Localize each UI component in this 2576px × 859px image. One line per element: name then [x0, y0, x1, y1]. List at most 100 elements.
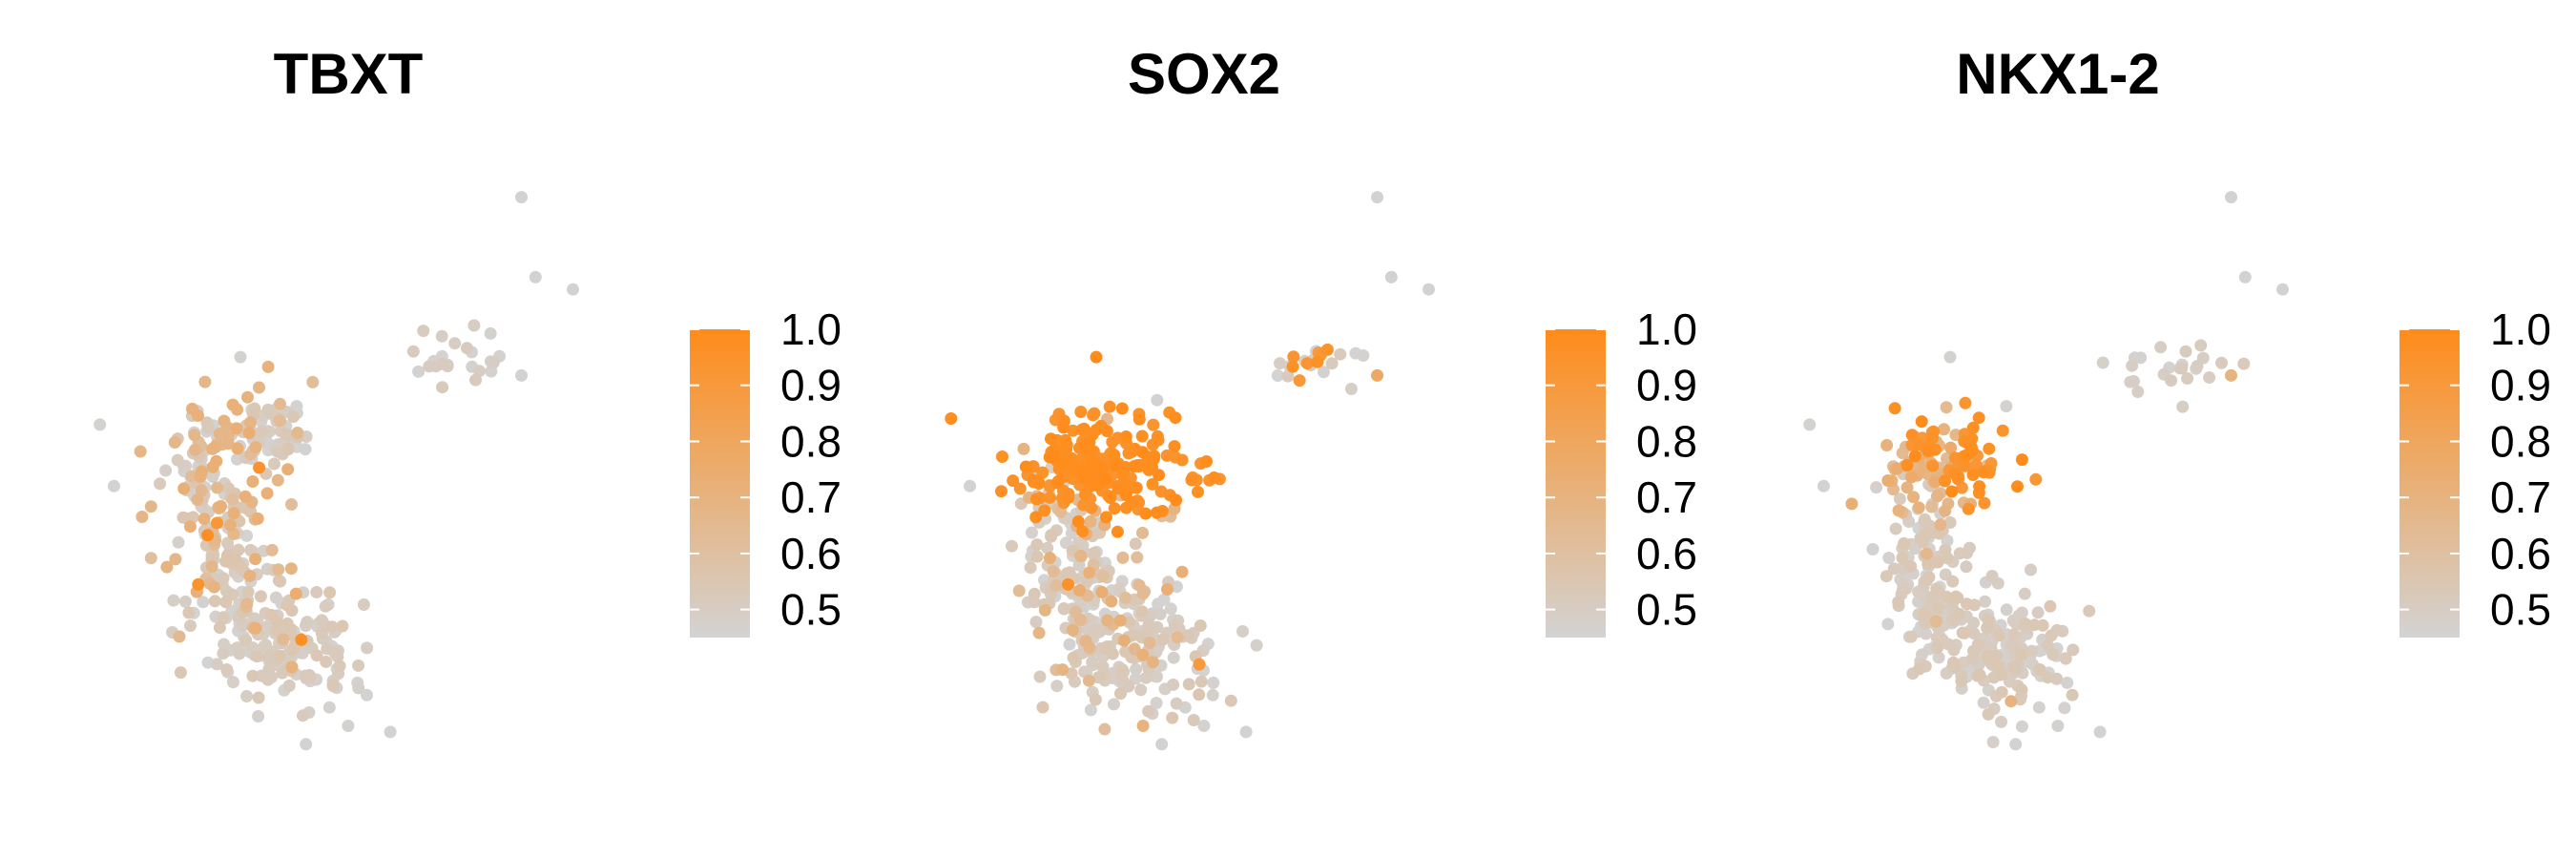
- data-point: [1892, 596, 1905, 609]
- data-point: [1904, 559, 1918, 573]
- data-point: [1384, 270, 1398, 283]
- data-point: [1287, 350, 1300, 364]
- data-point: [239, 490, 252, 503]
- data-point: [272, 574, 285, 587]
- data-point: [1152, 597, 1165, 611]
- data-point: [246, 669, 260, 682]
- data-point: [300, 738, 313, 751]
- data-point: [192, 577, 205, 591]
- data-point: [1119, 489, 1132, 502]
- data-point: [1050, 680, 1064, 693]
- data-point: [323, 586, 337, 599]
- data-point: [1208, 471, 1221, 484]
- colorbar: 0.5 0.6 0.70.8 0.9 1.0: [2399, 304, 2551, 638]
- data-point: [1928, 475, 1942, 489]
- data-point: [1939, 474, 1951, 488]
- data-point: [2019, 618, 2032, 630]
- data-point: [1207, 676, 1220, 689]
- scatter-points: [945, 191, 1435, 751]
- data-point: [2009, 738, 2023, 751]
- colorbar-gradient: [1546, 329, 1606, 638]
- data-point: [177, 482, 191, 495]
- data-point: [1112, 582, 1126, 596]
- data-point: [1931, 555, 1944, 569]
- panel-sox2: SOX2 0.5 0.6 0.70.8 0.9 1.0: [945, 42, 1697, 751]
- data-point: [1030, 550, 1044, 563]
- data-point: [240, 690, 254, 702]
- data-point: [2025, 644, 2039, 658]
- data-point: [1108, 449, 1121, 462]
- data-point: [284, 562, 298, 576]
- data-point: [1047, 450, 1060, 464]
- data-point: [1907, 491, 1920, 504]
- colorbar-tick-label: 1.0: [1636, 304, 1697, 354]
- data-point: [1017, 442, 1030, 455]
- data-point: [1966, 652, 1980, 665]
- data-point: [271, 473, 284, 487]
- data-point: [211, 481, 224, 494]
- data-point: [253, 381, 265, 394]
- data-point: [1881, 474, 1895, 487]
- data-point: [1224, 694, 1237, 707]
- data-point: [198, 375, 212, 388]
- data-point: [1036, 701, 1049, 714]
- data-point: [1142, 704, 1155, 718]
- data-point: [192, 409, 204, 422]
- data-point: [208, 595, 221, 608]
- data-point: [1946, 656, 1960, 669]
- data-point: [1110, 459, 1123, 472]
- data-point: [1922, 445, 1935, 458]
- data-point: [1047, 565, 1060, 578]
- data-point: [1057, 421, 1070, 434]
- data-point: [174, 666, 187, 680]
- data-point: [1887, 562, 1901, 576]
- data-point: [2005, 695, 2018, 708]
- data-point: [281, 442, 295, 455]
- data-point: [320, 655, 333, 668]
- data-point: [2181, 372, 2194, 385]
- data-point: [1091, 671, 1105, 684]
- data-point: [1317, 366, 1330, 379]
- data-point: [1940, 401, 1953, 414]
- data-point: [1168, 440, 1181, 453]
- data-point: [249, 441, 262, 454]
- data-point: [200, 416, 214, 430]
- data-point: [1949, 590, 1963, 603]
- data-point: [1038, 603, 1051, 617]
- data-point: [1038, 504, 1051, 517]
- data-point: [210, 454, 223, 468]
- data-point: [2041, 671, 2054, 684]
- data-point: [1170, 697, 1183, 710]
- data-point: [357, 598, 370, 611]
- data-point: [1311, 355, 1324, 368]
- data-point: [1943, 350, 1957, 364]
- data-point: [1870, 481, 1883, 494]
- data-point: [2058, 702, 2071, 715]
- data-point: [1973, 668, 1986, 681]
- panel-nkx1-2: NKX1-2 0.5 0.6 0.70.8 0.9 1.0: [1803, 42, 2551, 751]
- data-point: [1084, 514, 1097, 528]
- data-point: [2067, 643, 2080, 657]
- data-point: [310, 586, 323, 598]
- colorbar-tick-label: 0.6: [1636, 529, 1697, 578]
- data-point: [2044, 599, 2057, 613]
- data-point: [260, 639, 273, 652]
- data-point: [1920, 627, 1933, 640]
- data-point: [220, 663, 234, 676]
- data-point: [1977, 466, 1990, 479]
- data-point: [1979, 595, 1991, 608]
- data-point: [1898, 536, 1911, 550]
- data-point: [417, 325, 430, 338]
- data-point: [1156, 633, 1170, 646]
- data-point: [1926, 459, 1940, 472]
- data-point: [221, 536, 234, 550]
- data-point: [995, 485, 1008, 498]
- data-point: [326, 679, 340, 692]
- data-point: [1067, 651, 1080, 664]
- data-point: [1175, 565, 1189, 578]
- data-point: [1912, 501, 1925, 514]
- data-point: [1108, 502, 1121, 515]
- data-point: [210, 658, 223, 671]
- data-point: [1977, 696, 1990, 709]
- data-point: [1334, 347, 1347, 361]
